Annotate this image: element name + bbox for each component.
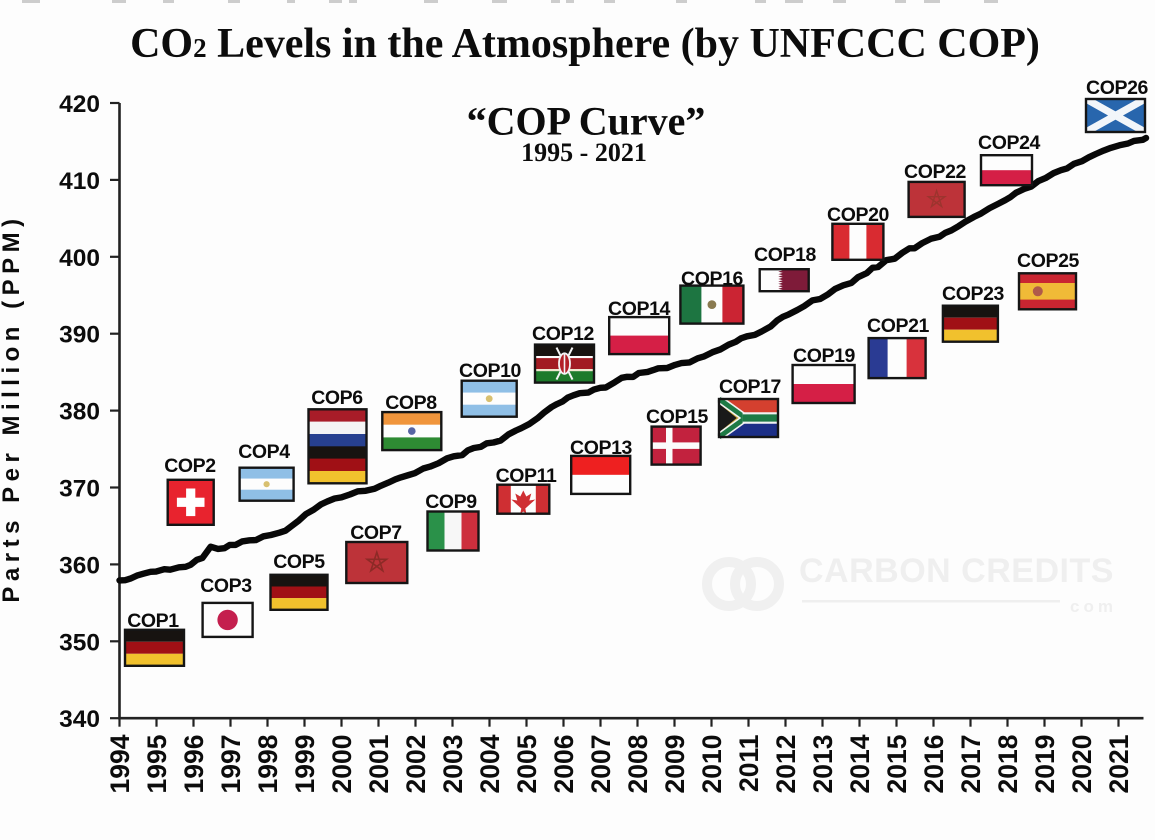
svg-text:“COP Curve”: “COP Curve” (467, 99, 706, 144)
svg-text:COP2: COP2 (164, 455, 216, 477)
svg-text:370: 370 (59, 476, 100, 503)
svg-text:CO2 Levels in the Atmosphere (: CO2 Levels in the Atmosphere (by UNFCCC … (130, 21, 1040, 67)
svg-text:COP10: COP10 (459, 360, 522, 382)
svg-text:2021: 2021 (1104, 735, 1134, 794)
svg-text:COP15: COP15 (646, 406, 709, 428)
svg-text:2016: 2016 (919, 735, 949, 794)
svg-text:2019: 2019 (1030, 735, 1060, 794)
svg-text:1995: 1995 (142, 735, 172, 794)
svg-text:COP20: COP20 (827, 204, 890, 226)
svg-text:COP23: COP23 (942, 283, 1005, 305)
svg-text:COP1: COP1 (127, 610, 179, 632)
svg-text:340: 340 (59, 706, 100, 733)
svg-text:2015: 2015 (882, 735, 912, 794)
svg-text:390: 390 (59, 322, 100, 349)
svg-text:350: 350 (59, 629, 100, 656)
svg-text:COP5: COP5 (273, 551, 325, 573)
svg-text:COP24: COP24 (978, 132, 1041, 154)
svg-text:COP16: COP16 (681, 268, 744, 290)
svg-text:COP9: COP9 (425, 491, 477, 513)
svg-text:1998: 1998 (253, 735, 283, 794)
svg-text:COP22: COP22 (904, 161, 967, 183)
svg-text:2000: 2000 (327, 735, 357, 794)
svg-text:COP13: COP13 (570, 437, 633, 459)
svg-text:1994: 1994 (105, 734, 135, 793)
svg-text:2009: 2009 (660, 735, 690, 794)
svg-text:1995 - 2021: 1995 - 2021 (521, 138, 647, 167)
svg-text:2018: 2018 (993, 735, 1023, 794)
svg-text:COP3: COP3 (200, 575, 252, 597)
svg-text:COP6: COP6 (311, 387, 363, 409)
svg-text:2010: 2010 (697, 735, 727, 794)
svg-text:COP21: COP21 (867, 315, 930, 337)
svg-text:2005: 2005 (512, 735, 542, 794)
svg-text:2003: 2003 (438, 735, 468, 794)
svg-text:2004: 2004 (475, 734, 505, 793)
svg-text:COP12: COP12 (532, 323, 595, 345)
svg-text:410: 410 (59, 168, 100, 195)
svg-text:COP7: COP7 (350, 522, 402, 544)
svg-text:1999: 1999 (290, 735, 320, 794)
svg-text:2001: 2001 (364, 735, 394, 794)
svg-text:COP17: COP17 (719, 376, 781, 398)
svg-text:COP11: COP11 (496, 465, 557, 487)
svg-text:COP26: COP26 (1086, 77, 1149, 99)
svg-text:COP8: COP8 (385, 392, 437, 414)
svg-text:2020: 2020 (1067, 735, 1097, 794)
svg-text:COP19: COP19 (793, 345, 856, 367)
svg-text:2002: 2002 (401, 735, 431, 794)
svg-text:360: 360 (59, 552, 100, 579)
svg-text:COP14: COP14 (608, 298, 671, 320)
svg-text:2014: 2014 (845, 734, 875, 793)
svg-text:1996: 1996 (179, 735, 209, 794)
svg-text:2008: 2008 (623, 735, 653, 794)
svg-text:2012: 2012 (771, 735, 801, 794)
svg-text:2013: 2013 (808, 735, 838, 794)
svg-text:COP25: COP25 (1017, 250, 1080, 272)
svg-text:COP4: COP4 (238, 441, 290, 463)
svg-text:2017: 2017 (956, 735, 986, 794)
svg-text:COP18: COP18 (754, 244, 817, 266)
svg-text:2007: 2007 (586, 735, 616, 794)
svg-text:1997: 1997 (216, 735, 246, 794)
svg-text:380: 380 (59, 399, 100, 426)
svg-text:CARBON CREDITS: CARBON CREDITS (799, 552, 1114, 590)
svg-text:2011: 2011 (734, 735, 764, 793)
svg-text:2006: 2006 (549, 735, 579, 794)
svg-text:400: 400 (59, 245, 100, 272)
svg-text:com: com (1070, 597, 1117, 616)
svg-text:Parts Per Million (PPM): Parts Per Million (PPM) (0, 213, 25, 602)
svg-text:420: 420 (59, 91, 100, 118)
